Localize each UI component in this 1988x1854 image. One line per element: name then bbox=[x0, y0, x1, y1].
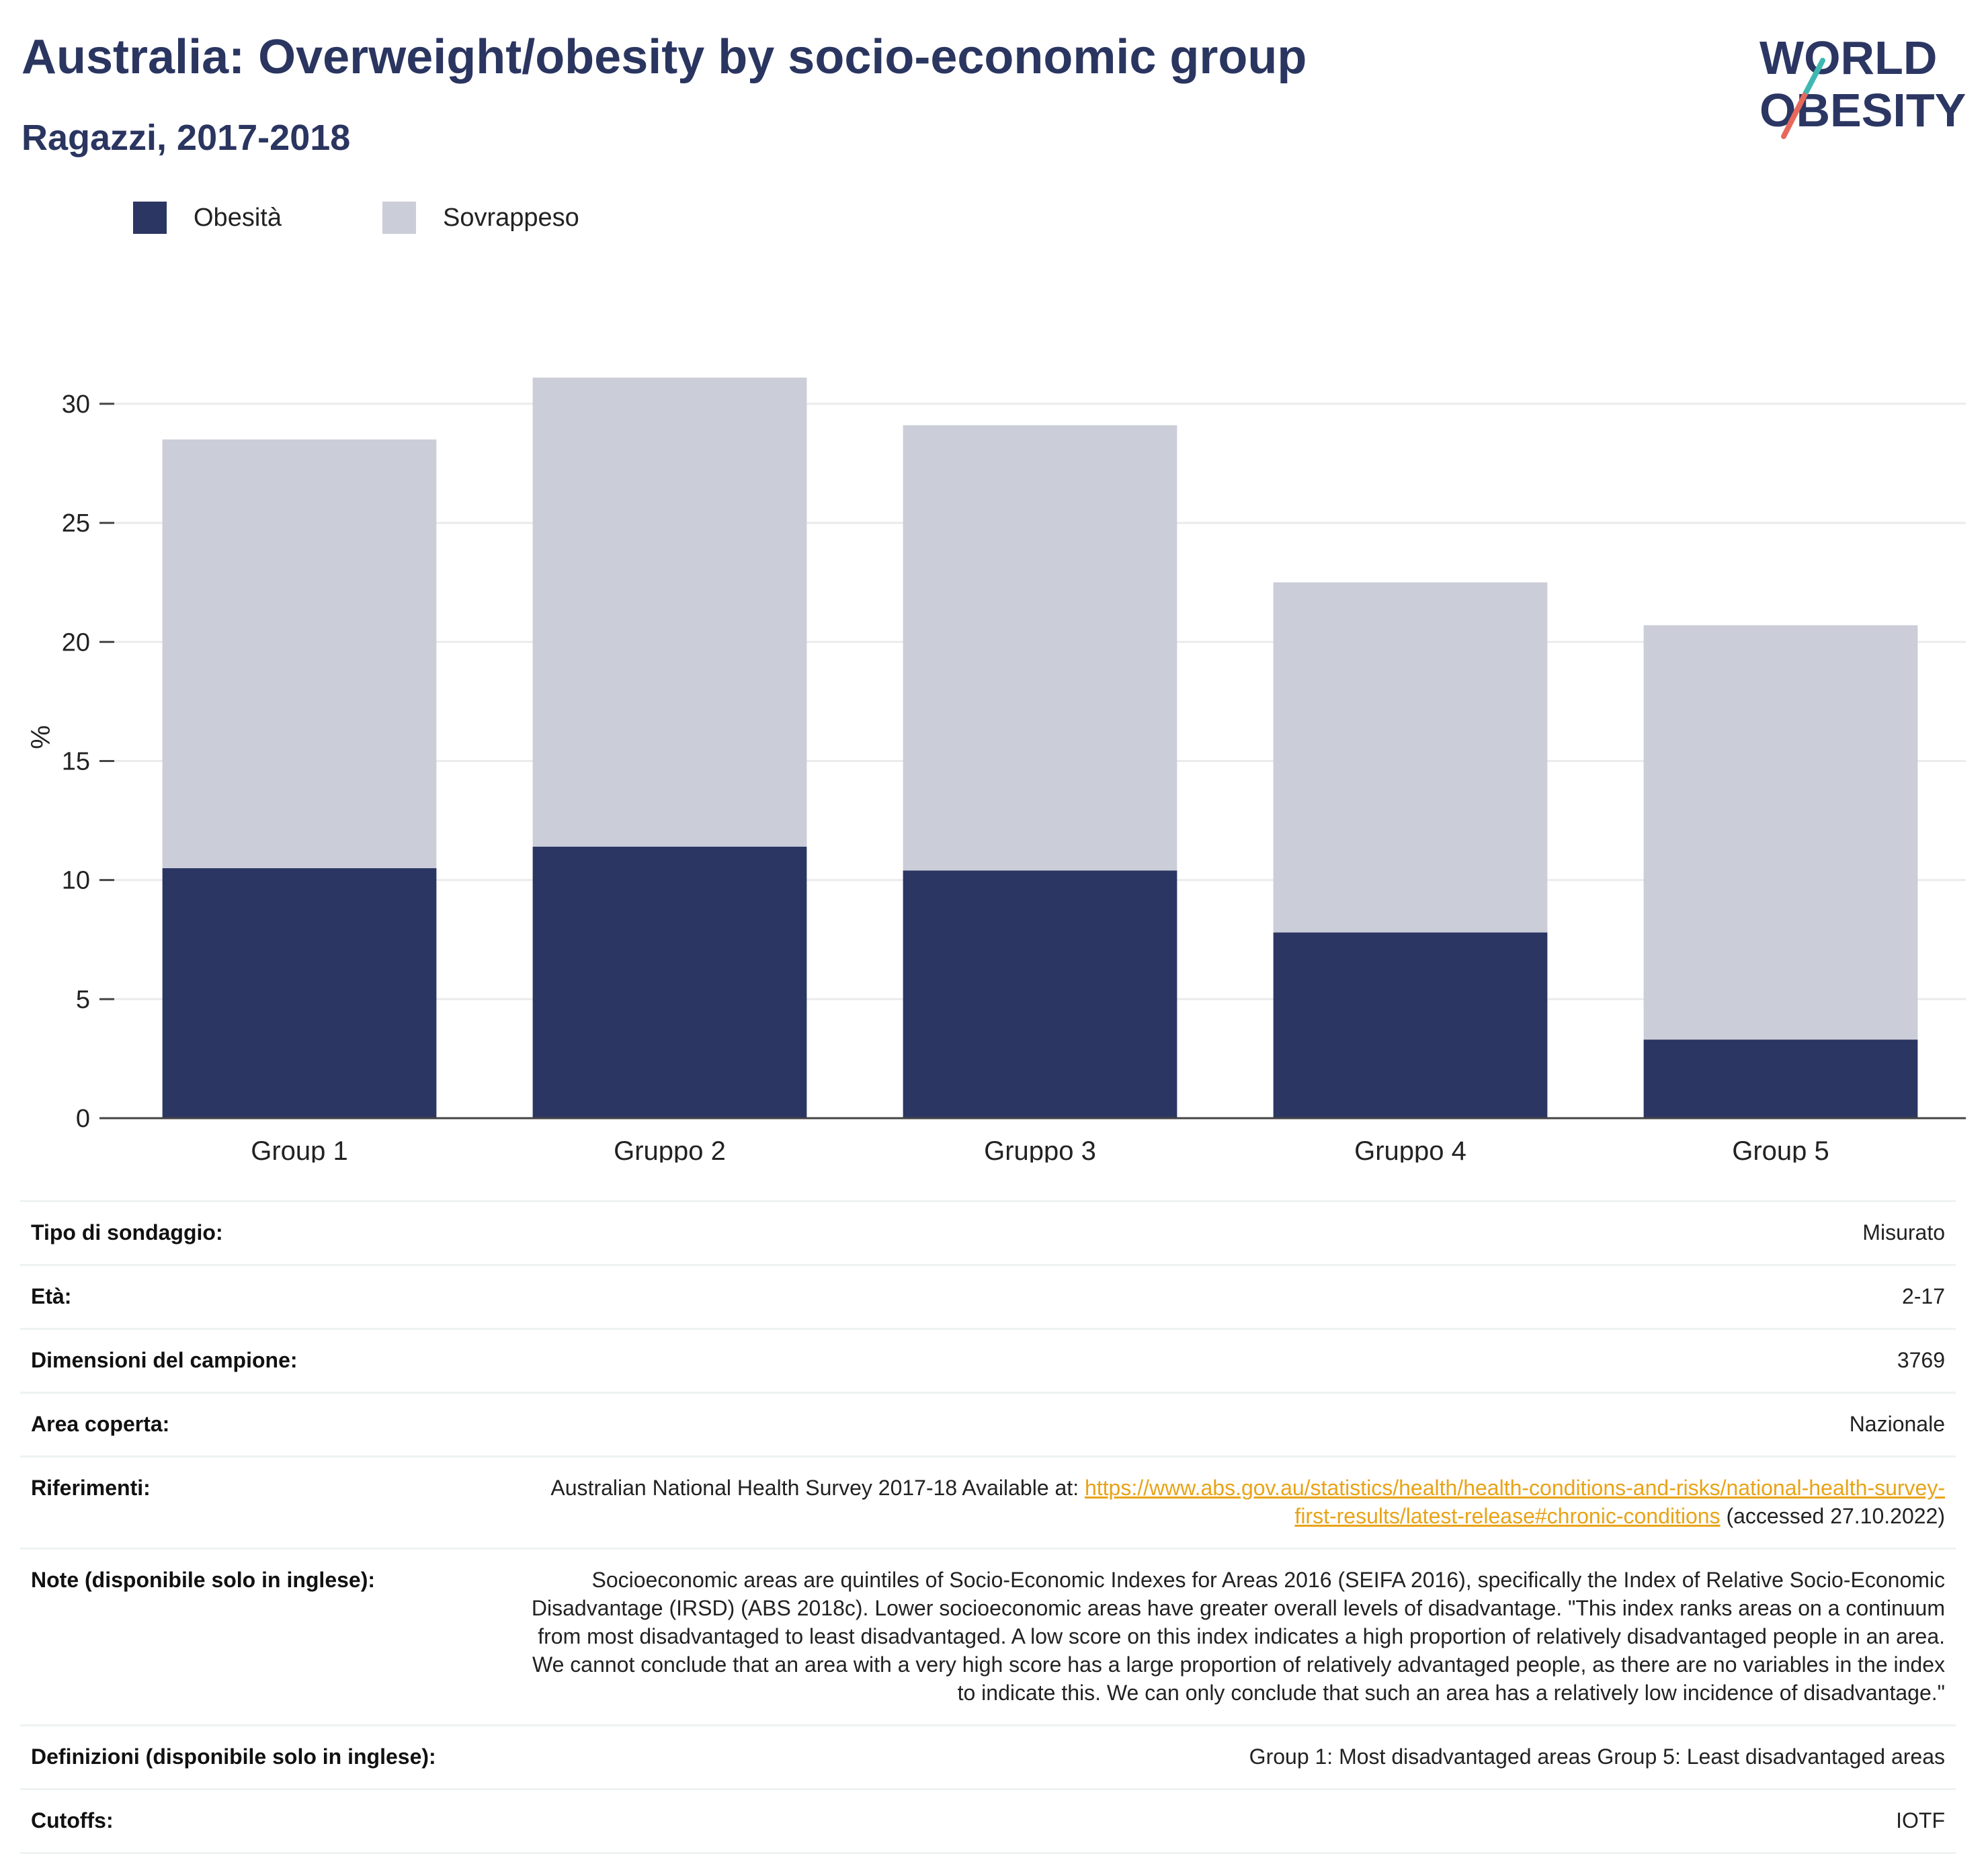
chart-legend: Obesità Sovrappeso bbox=[133, 199, 680, 237]
info-row-age: Età: 2-17 bbox=[20, 1266, 1956, 1330]
y-tick-label: 20 bbox=[62, 628, 90, 657]
x-tick-label: Gruppo 3 bbox=[984, 1136, 1096, 1163]
bar-overweight bbox=[1643, 625, 1918, 1040]
logo-slash-coral bbox=[1781, 89, 1809, 139]
references-value: Australian National Health Survey 2017-1… bbox=[527, 1474, 1945, 1530]
info-value: Misurato bbox=[1862, 1220, 1945, 1245]
legend-item-overweight[interactable]: Sovrappeso bbox=[382, 202, 579, 234]
legend-label-obesity: Obesità bbox=[194, 203, 282, 232]
chart-title: Australia: Overweight/obesity by socio-e… bbox=[22, 30, 1307, 84]
notes-value: Socioeconomic areas are quintiles of Soc… bbox=[531, 1568, 1945, 1705]
y-tick-label: 25 bbox=[62, 509, 90, 538]
info-row-sample-size: Dimensioni del campione: 3769 bbox=[20, 1330, 1956, 1394]
world-obesity-logo: WORLD OBESITY bbox=[1759, 32, 1966, 139]
info-row-area: Area coperta: Nazionale bbox=[20, 1394, 1956, 1458]
bar-obesity bbox=[532, 847, 807, 1118]
references-link[interactable]: https://www.abs.gov.au/statistics/health… bbox=[1084, 1476, 1945, 1528]
info-value: IOTF bbox=[1896, 1808, 1945, 1832]
info-value: Group 1: Most disadvantaged areas Group … bbox=[1249, 1744, 1945, 1769]
info-value: 3769 bbox=[1897, 1348, 1945, 1372]
y-tick-label: 5 bbox=[76, 986, 90, 1014]
info-label: Area coperta: bbox=[31, 1412, 170, 1436]
info-row-notes: Note (disponibile solo in inglese): Soci… bbox=[20, 1550, 1956, 1726]
info-row-definitions: Definizioni (disponibile solo in inglese… bbox=[20, 1726, 1956, 1790]
info-label: Riferimenti: bbox=[31, 1476, 151, 1500]
info-label: Tipo di sondaggio: bbox=[31, 1220, 223, 1245]
info-label: Note (disponibile solo in inglese): bbox=[31, 1568, 376, 1592]
info-table: Tipo di sondaggio: Misurato Età: 2-17 Di… bbox=[20, 1200, 1956, 1854]
bar-overweight bbox=[532, 377, 807, 847]
y-tick-label: 30 bbox=[62, 390, 90, 419]
bar-obesity bbox=[162, 868, 437, 1118]
logo-slash-teal bbox=[1804, 58, 1825, 94]
bar-overweight bbox=[903, 425, 1177, 871]
legend-swatch-overweight bbox=[382, 202, 416, 234]
references-prefix: Australian National Health Survey 2017-1… bbox=[550, 1476, 1085, 1500]
info-row-cutoffs: Cutoffs: IOTF bbox=[20, 1790, 1956, 1854]
references-suffix: (accessed 27.10.2022) bbox=[1720, 1504, 1945, 1528]
bar-obesity bbox=[903, 870, 1177, 1118]
x-tick-label: Group 5 bbox=[1732, 1136, 1829, 1163]
info-value: 2-17 bbox=[1901, 1284, 1945, 1308]
y-tick-label: 10 bbox=[62, 867, 90, 895]
x-tick-label: Gruppo 2 bbox=[614, 1136, 726, 1163]
legend-item-obesity[interactable]: Obesità bbox=[133, 202, 282, 234]
stacked-bar-chart: 0 5 10 15 20 25 30% Group 1 Gruppo 2 Gruppo 3 Grup… bbox=[26, 377, 1966, 1163]
bar-overweight bbox=[162, 439, 437, 868]
info-value: Nazionale bbox=[1849, 1412, 1945, 1436]
y-tick-label: 15 bbox=[62, 747, 90, 775]
y-axis-label: % bbox=[26, 725, 56, 749]
bar-obesity bbox=[1273, 932, 1548, 1118]
info-label: Dimensioni del campione: bbox=[31, 1348, 298, 1372]
bar-overweight bbox=[1273, 582, 1548, 933]
info-row-references: Riferimenti: Australian National Health … bbox=[20, 1458, 1956, 1550]
info-label: Cutoffs: bbox=[31, 1808, 114, 1832]
x-tick-label: Gruppo 4 bbox=[1354, 1136, 1466, 1163]
logo-text-world: WORLD bbox=[1759, 32, 1937, 84]
logo-text-obesity: OBESITY bbox=[1759, 84, 1966, 136]
legend-label-overweight: Sovrappeso bbox=[442, 203, 579, 232]
x-tick-label: Group 1 bbox=[251, 1136, 348, 1163]
y-tick-label: 0 bbox=[76, 1105, 90, 1133]
info-row-survey-type: Tipo di sondaggio: Misurato bbox=[20, 1202, 1956, 1266]
bar-obesity bbox=[1643, 1040, 1918, 1118]
chart-subtitle: Ragazzi, 2017-2018 bbox=[22, 118, 351, 158]
legend-swatch-obesity bbox=[133, 202, 167, 234]
info-label: Definizioni (disponibile solo in inglese… bbox=[31, 1744, 436, 1769]
info-label: Età: bbox=[31, 1284, 72, 1308]
